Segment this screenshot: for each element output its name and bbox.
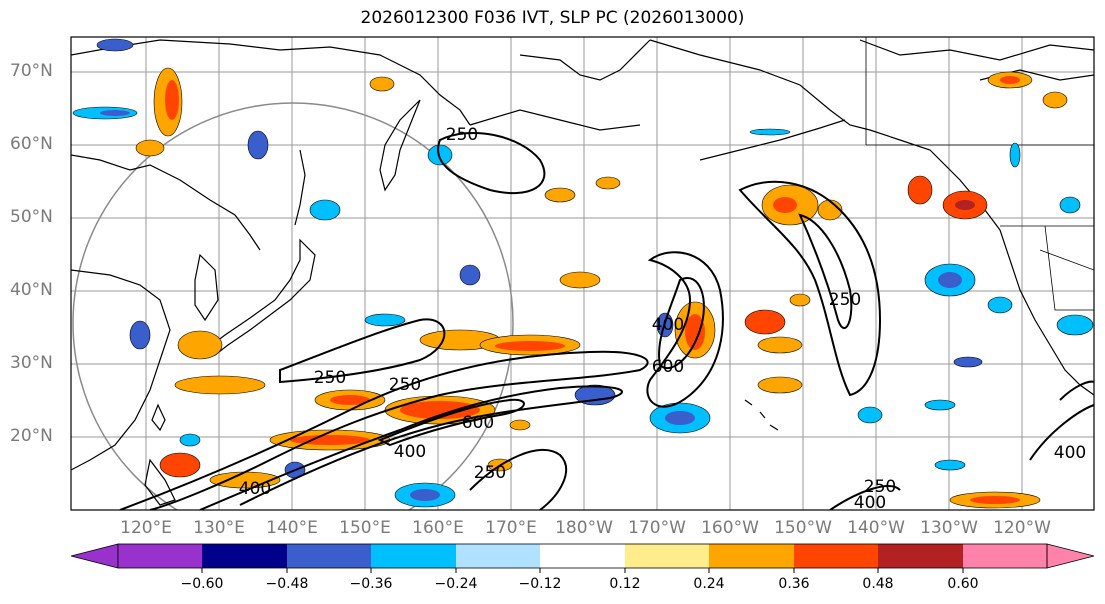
colorbar-tick-label: −0.36 [349, 576, 393, 592]
lat-label: 40°N [10, 280, 53, 300]
contour-label: 250 [829, 290, 861, 310]
colorbar-bin [878, 544, 963, 568]
borders [865, 37, 1094, 311]
contour-label: 250 [864, 477, 896, 497]
colorbar-tick-label: 0.48 [862, 576, 894, 592]
lon-label: 160°W [701, 518, 759, 538]
lon-label: 140°W [847, 518, 905, 538]
lat-label: 30°N [10, 353, 53, 373]
lon-label: 130°E [193, 518, 245, 538]
lon-label: 160°E [412, 518, 464, 538]
map-border [70, 36, 1095, 511]
contour-label: 400 [394, 442, 426, 462]
lon-label: 180°W [555, 518, 613, 538]
lon-label: 150°E [339, 518, 391, 538]
lon-label: 120°W [993, 518, 1051, 538]
lon-label: 130°W [920, 518, 978, 538]
lat-label: 70°N [10, 61, 53, 81]
colorbar-tick-label: 0.12 [609, 576, 641, 592]
contour-label: 600 [462, 413, 494, 433]
colorbar-tick-label: 0.60 [947, 576, 979, 592]
region-circle [72, 102, 514, 510]
colorbar-bin [540, 544, 625, 568]
colorbar-bin [456, 544, 540, 568]
colorbar-extend-low [70, 543, 119, 569]
colorbar-bin [794, 544, 878, 568]
colorbar-bin [963, 544, 1047, 568]
contour-label: 250 [314, 368, 346, 388]
contour-label: 400 [652, 315, 684, 335]
colorbar-bin [287, 544, 371, 568]
contour-label: 250 [446, 125, 478, 145]
colorbar-tick-label: −0.24 [434, 576, 478, 592]
lon-label: 120°E [120, 518, 172, 538]
contour-label: 400 [239, 479, 271, 499]
colorbar-tick-label: −0.12 [518, 576, 562, 592]
colorbar-extend-high [1046, 543, 1095, 569]
map-title: 2026012300 F036 IVT, SLP PC (2026013000) [360, 8, 745, 28]
colorbar-tick-label: 0.36 [778, 576, 810, 592]
lat-label: 60°N [10, 134, 53, 154]
colorbar-tick-label: −0.60 [180, 576, 224, 592]
contour-labels: 250 250 250 250 400 400 400 400 400 600 … [239, 125, 1086, 513]
slp-contours [119, 132, 1094, 510]
lon-label: 140°E [266, 518, 318, 538]
colorbar [70, 543, 1095, 573]
colorbar-bin [202, 544, 287, 568]
lat-label: 50°N [10, 207, 53, 227]
colorbar-bin [118, 544, 202, 568]
colorbar-tick-label: 0.24 [693, 576, 725, 592]
lon-label: 150°W [774, 518, 832, 538]
lat-label: 20°N [10, 426, 53, 446]
contour-label: 600 [652, 357, 684, 377]
contour-label: 400 [854, 493, 886, 513]
ivt-negative-areas [72, 38, 1094, 508]
lon-label: 170°W [628, 518, 686, 538]
contour-label: 250 [474, 463, 506, 483]
colorbar-bin [371, 544, 456, 568]
colorbar-tick-label: −0.48 [265, 576, 309, 592]
lon-label: 170°E [485, 518, 537, 538]
contour-label: 250 [389, 375, 421, 395]
contour-label: 400 [1054, 443, 1086, 463]
colorbar-bin [625, 544, 709, 568]
colorbar-bin [709, 544, 794, 568]
